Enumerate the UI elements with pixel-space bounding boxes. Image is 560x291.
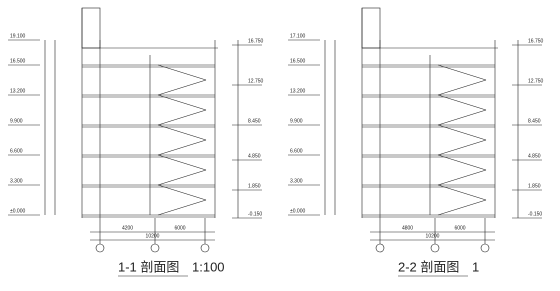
dim-label: 6000 [454, 225, 465, 231]
level-label: -0.150 [248, 211, 262, 217]
level-label: 9.900 [10, 118, 23, 124]
stair-flight [437, 199, 487, 216]
section-drawing: ±0.000 3.300 6.600 9.900 13.200 16.500 19.100 -… [8, 7, 264, 277]
level-label: 8.450 [248, 118, 261, 124]
level-label: 1.850 [248, 183, 261, 189]
level-label: 3.300 [10, 178, 23, 184]
level-label: 9.900 [290, 118, 303, 124]
stair-flight [157, 124, 207, 141]
stair-flight [157, 79, 207, 96]
dim-label: 4800 [402, 225, 413, 231]
tower [81, 7, 101, 49]
level-label: 16.500 [10, 58, 26, 64]
stair-flight [157, 184, 207, 201]
axis-bubble [430, 243, 440, 253]
level-label: -0.150 [528, 211, 542, 217]
dim-label: 10200 [426, 233, 440, 239]
level-label: 16.500 [290, 58, 306, 64]
stair-flight [437, 109, 487, 126]
axis-bubble [150, 243, 160, 253]
stair-flight [437, 79, 487, 96]
level-label: 12.750 [528, 78, 544, 84]
level-label: ±0.000 [290, 208, 305, 214]
stair-flight [437, 184, 487, 201]
stair-flight [437, 169, 487, 186]
level-label: 16.750 [248, 38, 264, 44]
level-label: 4.850 [528, 153, 541, 159]
section-scale: 1 [472, 259, 479, 274]
level-label: 17.100 [290, 33, 306, 39]
stair-flight [437, 139, 487, 156]
section-scale: 1:100 [192, 259, 225, 274]
level-label: 16.750 [528, 38, 544, 44]
stair-flight [157, 169, 207, 186]
stair-flight [437, 64, 487, 81]
section-title: 2-2 剖面图 [398, 259, 459, 274]
stair-flight [157, 94, 207, 111]
dim-label: 4200 [122, 225, 133, 231]
stair-flight [157, 139, 207, 156]
level-label: ±0.000 [10, 208, 25, 214]
axis-bubble [480, 243, 490, 253]
stair-flight [157, 64, 207, 81]
level-label: 6.600 [290, 148, 303, 154]
section-drawing: ±0.000 3.300 6.600 9.900 13.200 16.500 17.100 -… [288, 7, 544, 277]
level-label: 1.850 [528, 183, 541, 189]
level-label: 13.200 [290, 88, 306, 94]
level-label: 19.100 [10, 33, 26, 39]
dim-label: 6000 [174, 225, 185, 231]
axis-bubble [200, 243, 210, 253]
level-label: 12.750 [248, 78, 264, 84]
stair-flight [157, 199, 207, 216]
section-title: 1-1 剖面图 [118, 259, 179, 274]
level-label: 13.200 [10, 88, 26, 94]
level-label: 4.850 [248, 153, 261, 159]
stair-flight [157, 154, 207, 171]
stair-flight [437, 124, 487, 141]
level-label: 6.600 [10, 148, 23, 154]
axis-bubble [95, 243, 105, 253]
axis-bubble [375, 243, 385, 253]
level-label: 3.300 [290, 178, 303, 184]
tower [361, 7, 381, 49]
level-label: 8.450 [528, 118, 541, 124]
stair-flight [157, 109, 207, 126]
stair-flight [437, 94, 487, 111]
stair-flight [437, 154, 487, 171]
dim-label: 10200 [146, 233, 160, 239]
